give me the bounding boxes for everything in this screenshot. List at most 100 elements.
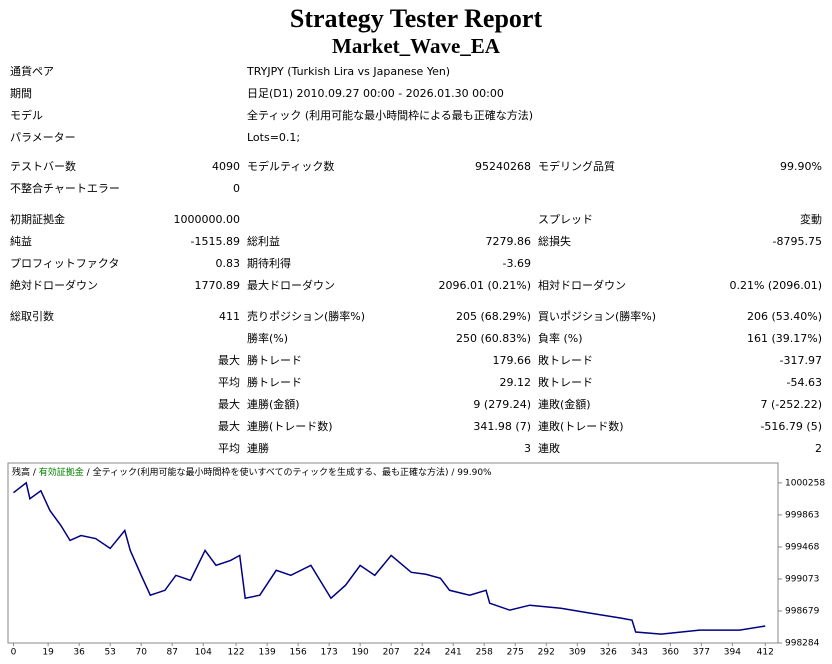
stat-value: 7279.86 bbox=[485, 235, 532, 248]
separator: / bbox=[449, 468, 458, 478]
y-tick-label: 998284 bbox=[785, 639, 820, 649]
stat-value: 95240268 bbox=[475, 160, 531, 173]
y-tick-label: 998679 bbox=[785, 606, 820, 616]
report-title: Strategy Tester Report bbox=[289, 4, 543, 33]
stat-value: 最大 bbox=[218, 354, 240, 367]
balance-line bbox=[13, 481, 766, 635]
separator: / bbox=[30, 468, 39, 478]
info-value: TRYJPY (Turkish Lira vs Japanese Yen) bbox=[247, 65, 451, 78]
stat-value: 411 bbox=[219, 310, 240, 323]
stat-value: -54.63 bbox=[786, 376, 822, 389]
info-value: 日足(D1) 2010.09.27 00:00 - 2026.01.30 00:… bbox=[247, 87, 504, 100]
stat-value: -516.79 (5) bbox=[760, 420, 822, 433]
stat-value: -317.97 bbox=[779, 354, 822, 367]
info-value: 全ティック (利用可能な最小時間枠による最も正確な方法) bbox=[247, 109, 534, 122]
stat-label: 敗トレード bbox=[538, 354, 593, 367]
x-tick-label: 326 bbox=[600, 648, 617, 658]
stat-value: 2096.01 (0.21%) bbox=[438, 279, 531, 292]
x-tick-label: 104 bbox=[195, 648, 212, 658]
x-tick-label: 412 bbox=[757, 648, 774, 658]
legend-equity: 有効証拠金 bbox=[39, 466, 84, 478]
stat-value: 341.98 (7) bbox=[473, 420, 531, 433]
stat-label: 敗トレード bbox=[538, 376, 593, 389]
stat-value: 1000000.00 bbox=[173, 213, 240, 226]
stat-value: 最大 bbox=[218, 420, 240, 433]
x-tick-label: 122 bbox=[227, 648, 244, 658]
x-tick-label: 207 bbox=[383, 648, 400, 658]
stat-label: 相対ドローダウン bbox=[538, 279, 626, 292]
stat-value: 1770.89 bbox=[194, 279, 241, 292]
info-label: パラメーター bbox=[10, 131, 76, 144]
stat-label: 勝トレード bbox=[247, 354, 302, 367]
x-tick-label: 19 bbox=[42, 648, 54, 658]
stat-label: 連敗 bbox=[538, 442, 560, 455]
x-tick-label: 275 bbox=[507, 648, 524, 658]
plot-frame bbox=[7, 462, 779, 644]
stat-label: 総取引数 bbox=[10, 310, 54, 323]
x-tick-label: 258 bbox=[476, 648, 493, 658]
report-subtitle: Market_Wave_EA bbox=[332, 34, 500, 58]
stat-label: 不整合チャートエラー bbox=[10, 182, 120, 195]
x-tick-label: 70 bbox=[135, 648, 147, 658]
stat-value: 205 (68.29%) bbox=[455, 310, 531, 323]
stat-label: 期待利得 bbox=[247, 257, 291, 270]
stat-label: テストバー数 bbox=[10, 160, 76, 173]
x-tick-label: 0 bbox=[11, 648, 17, 658]
chart-header: 残高 / 有効証拠金 / 全ティック(利用可能な最小時間枠を使いすべてのティック… bbox=[12, 466, 492, 478]
stat-value: 平均 bbox=[218, 442, 240, 455]
stat-label: 連勝(金額) bbox=[247, 398, 300, 411]
stat-label: 勝率(%) bbox=[247, 332, 289, 345]
quality-label: 99.90% bbox=[457, 468, 492, 478]
info-label: 通貨ペア bbox=[10, 65, 54, 78]
x-tick-label: 36 bbox=[73, 648, 85, 658]
x-tick-label: 53 bbox=[104, 648, 115, 658]
stat-label: 初期証拠金 bbox=[10, 213, 65, 226]
stat-label: 売りポジション(勝率%) bbox=[247, 310, 366, 323]
y-tick-label: 999863 bbox=[785, 510, 819, 520]
stat-value: 4090 bbox=[212, 160, 240, 173]
info-value: Lots=0.1; bbox=[247, 131, 301, 144]
x-tick-label: 292 bbox=[538, 648, 555, 658]
stat-value: 0 bbox=[233, 182, 240, 195]
x-tick-label: 241 bbox=[445, 648, 462, 658]
stat-value: 250 (60.83%) bbox=[455, 332, 531, 345]
x-tick-label: 377 bbox=[693, 648, 710, 658]
stat-value: 99.90% bbox=[780, 160, 822, 173]
stat-label: 純益 bbox=[10, 235, 32, 248]
stat-value: 平均 bbox=[218, 376, 240, 389]
y-tick-label: 1000258 bbox=[785, 478, 825, 488]
x-tick-label: 224 bbox=[414, 648, 431, 658]
stat-value: -3.69 bbox=[502, 257, 531, 270]
stat-label: 負率 (%) bbox=[538, 332, 583, 345]
stat-label: 連勝 bbox=[247, 442, 269, 455]
stat-value: -8795.75 bbox=[772, 235, 822, 248]
stat-value: 3 bbox=[524, 442, 531, 455]
stat-label: モデリング品質 bbox=[538, 160, 615, 173]
stat-label: 連勝(トレード数) bbox=[247, 420, 333, 433]
info-label: モデル bbox=[10, 109, 43, 122]
y-tick-label: 999468 bbox=[785, 542, 820, 552]
x-tick-label: 190 bbox=[352, 648, 369, 658]
stat-value: 9 (279.24) bbox=[473, 398, 531, 411]
stat-label: 総利益 bbox=[247, 235, 280, 248]
stat-value: 179.66 bbox=[492, 354, 532, 367]
stat-value: 変動 bbox=[800, 213, 822, 226]
stat-label: モデルティック数 bbox=[247, 160, 335, 173]
stat-label: スプレッド bbox=[538, 213, 593, 226]
stat-label: 絶対ドローダウン bbox=[10, 279, 98, 292]
stat-value: 最大 bbox=[218, 398, 240, 411]
stat-label: プロフィットファクタ bbox=[10, 257, 120, 270]
stat-label: 最大ドローダウン bbox=[247, 279, 335, 292]
x-tick-label: 139 bbox=[259, 648, 276, 658]
stat-label: 連敗(金額) bbox=[538, 398, 591, 411]
stat-value: 0.83 bbox=[215, 257, 241, 270]
x-tick-label: 87 bbox=[166, 648, 177, 658]
x-tick-label: 173 bbox=[321, 648, 338, 658]
stat-value: 7 (-252.22) bbox=[760, 398, 822, 411]
x-tick-label: 394 bbox=[724, 648, 741, 658]
info-label: 期間 bbox=[10, 87, 32, 100]
y-tick-label: 999073 bbox=[785, 574, 819, 584]
stat-value: 29.12 bbox=[499, 376, 532, 389]
